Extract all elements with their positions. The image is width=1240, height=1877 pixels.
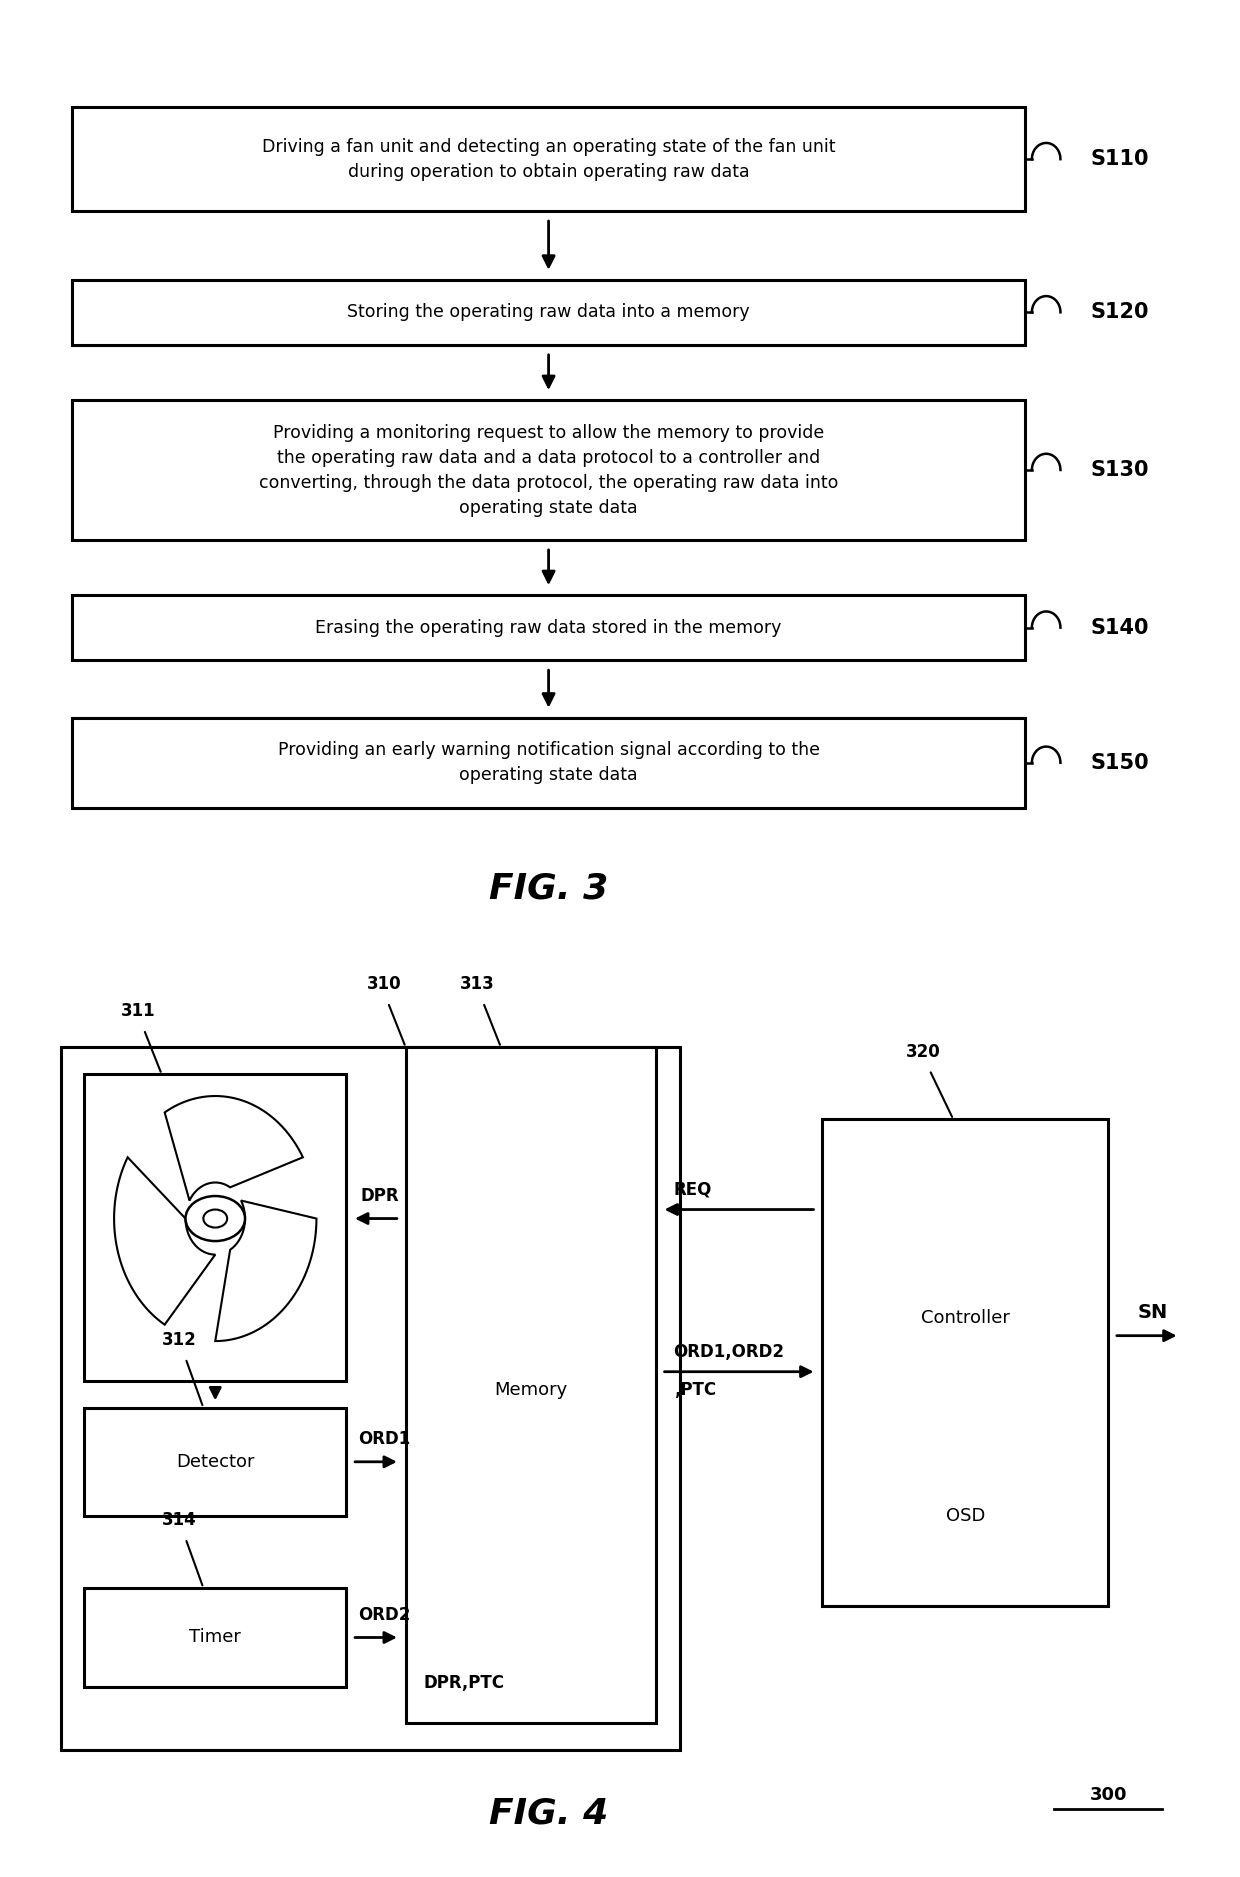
Text: S130: S130 bbox=[1090, 460, 1148, 481]
Polygon shape bbox=[216, 1201, 316, 1340]
FancyBboxPatch shape bbox=[405, 1047, 656, 1723]
Text: 312: 312 bbox=[162, 1331, 197, 1350]
Text: 320: 320 bbox=[906, 1044, 941, 1061]
Text: Providing an early warning notification signal according to the
operating state : Providing an early warning notification … bbox=[278, 741, 820, 785]
Text: Erasing the operating raw data stored in the memory: Erasing the operating raw data stored in… bbox=[315, 619, 781, 636]
FancyBboxPatch shape bbox=[84, 1074, 346, 1381]
FancyBboxPatch shape bbox=[61, 1047, 680, 1749]
Text: Storing the operating raw data into a memory: Storing the operating raw data into a me… bbox=[347, 304, 750, 321]
Text: ORD1: ORD1 bbox=[358, 1430, 410, 1449]
FancyBboxPatch shape bbox=[72, 107, 1024, 210]
Text: OSD: OSD bbox=[946, 1507, 985, 1524]
Text: 310: 310 bbox=[367, 976, 402, 993]
FancyBboxPatch shape bbox=[72, 717, 1024, 807]
Text: S110: S110 bbox=[1090, 148, 1148, 169]
Text: ORD2: ORD2 bbox=[358, 1607, 410, 1624]
Text: S150: S150 bbox=[1090, 753, 1148, 773]
Text: S140: S140 bbox=[1090, 618, 1148, 638]
Text: SN: SN bbox=[1138, 1303, 1168, 1321]
Text: ,PTC: ,PTC bbox=[673, 1381, 715, 1398]
Text: ORD1,ORD2: ORD1,ORD2 bbox=[673, 1342, 785, 1361]
Polygon shape bbox=[165, 1096, 303, 1201]
FancyBboxPatch shape bbox=[72, 280, 1024, 345]
Text: Controller: Controller bbox=[921, 1308, 1009, 1327]
Text: DPR: DPR bbox=[361, 1186, 399, 1205]
Text: Driving a fan unit and detecting an operating state of the fan unit
during opera: Driving a fan unit and detecting an oper… bbox=[262, 137, 836, 180]
FancyBboxPatch shape bbox=[72, 595, 1024, 661]
Text: 313: 313 bbox=[460, 976, 495, 993]
FancyBboxPatch shape bbox=[84, 1408, 346, 1517]
Text: FIG. 3: FIG. 3 bbox=[489, 873, 608, 907]
Text: Providing a monitoring request to allow the memory to provide
the operating raw : Providing a monitoring request to allow … bbox=[259, 424, 838, 516]
FancyBboxPatch shape bbox=[84, 1588, 346, 1687]
Polygon shape bbox=[114, 1158, 216, 1325]
FancyBboxPatch shape bbox=[822, 1119, 1109, 1607]
Text: Timer: Timer bbox=[190, 1629, 242, 1646]
Text: 300: 300 bbox=[1089, 1787, 1127, 1804]
Text: 311: 311 bbox=[120, 1002, 155, 1021]
Text: 314: 314 bbox=[162, 1511, 197, 1530]
FancyBboxPatch shape bbox=[72, 400, 1024, 541]
Text: Memory: Memory bbox=[494, 1381, 568, 1398]
Text: REQ: REQ bbox=[673, 1181, 712, 1199]
Text: DPR,PTC: DPR,PTC bbox=[424, 1674, 505, 1691]
Circle shape bbox=[203, 1209, 227, 1228]
Text: FIG. 4: FIG. 4 bbox=[489, 1796, 608, 1830]
Circle shape bbox=[186, 1196, 246, 1241]
Text: Detector: Detector bbox=[176, 1453, 254, 1472]
Text: S120: S120 bbox=[1090, 302, 1148, 323]
